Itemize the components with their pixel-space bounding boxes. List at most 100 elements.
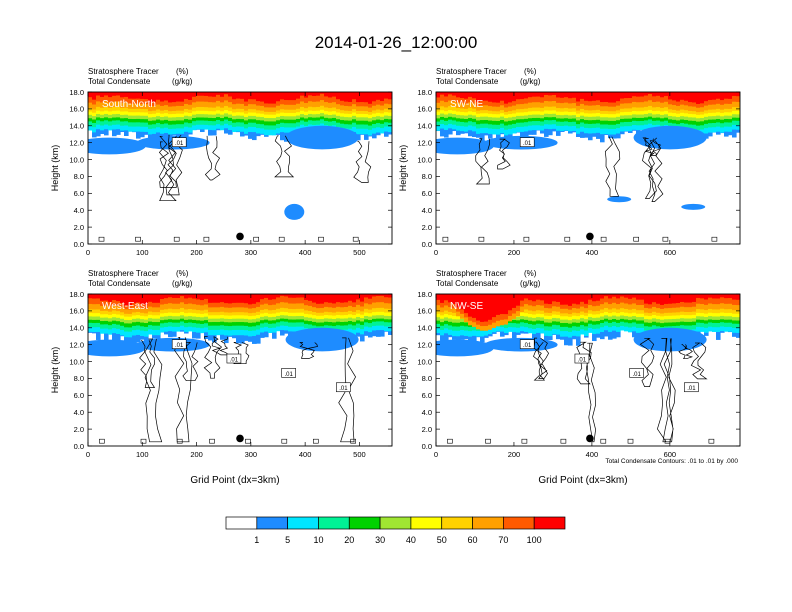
y-axis-label: Height (km) <box>398 145 408 192</box>
variable-label: Stratosphere Tracer <box>88 67 159 76</box>
tracer-column <box>296 294 301 304</box>
tracer-column <box>252 92 257 100</box>
tracer-column <box>716 294 721 299</box>
tracer-column <box>360 294 365 302</box>
tracer-column <box>200 92 205 96</box>
tracer-column <box>512 92 517 102</box>
x-axis-label: Grid Point (dx=3km) <box>190 475 279 486</box>
tracer-column <box>280 294 285 296</box>
tracer-column <box>456 294 461 308</box>
tracer-column <box>168 294 173 304</box>
tracer-column <box>632 294 637 298</box>
colorbar-swatch <box>287 516 319 530</box>
tracer-column <box>532 92 537 97</box>
tracer-column <box>516 294 521 306</box>
tracer-column <box>272 294 277 305</box>
tracer-column <box>304 92 309 98</box>
tracer-column <box>576 92 581 102</box>
tracer-column <box>124 92 129 97</box>
tracer-column <box>592 92 597 101</box>
tracer-column <box>556 294 561 302</box>
variable-units: (g/kg) <box>172 77 193 86</box>
tracer-column <box>488 294 493 320</box>
tracer-column <box>468 294 473 317</box>
center-point-marker <box>236 434 244 443</box>
y-tick-label: 6.0 <box>422 391 432 400</box>
tracer-column <box>248 92 253 100</box>
tracer-column <box>308 92 313 102</box>
center-point-marker <box>236 232 244 241</box>
tracer-column <box>260 294 265 300</box>
colorbar-swatch <box>441 516 473 530</box>
tracer-column <box>664 92 669 97</box>
tracer-column <box>188 294 193 304</box>
tracer-column <box>680 92 685 100</box>
tracer-column <box>472 92 477 99</box>
tracer-column <box>640 294 645 300</box>
tracer-column <box>520 294 525 301</box>
tracer-column <box>140 294 145 304</box>
tracer-column <box>656 92 661 102</box>
tracer-column <box>636 92 641 103</box>
tracer-column <box>696 294 701 304</box>
tracer-column <box>312 92 317 96</box>
tracer-column <box>332 92 337 103</box>
tracer-column <box>136 294 141 303</box>
tracer-column <box>272 92 277 104</box>
tracer-column <box>660 92 665 103</box>
y-tick-label: 10.0 <box>69 155 84 164</box>
cloud-patch <box>436 137 494 155</box>
tracer-column <box>236 92 241 99</box>
tracer-column <box>96 294 101 305</box>
tracer-column <box>232 294 237 303</box>
tracer-column <box>292 294 297 304</box>
contour-label-box <box>281 368 296 378</box>
tracer-column <box>88 294 93 304</box>
tracer-column <box>224 294 229 304</box>
colorbar-swatch <box>318 516 350 530</box>
tracer-column <box>652 294 657 303</box>
tracer-column <box>544 92 549 101</box>
tracer-column <box>692 294 697 302</box>
y-tick-label: 2.0 <box>422 223 432 232</box>
y-axis-label: Height (km) <box>50 145 60 192</box>
tracer-column <box>204 294 209 299</box>
condensate-contour <box>312 438 319 444</box>
tracer-column <box>720 92 725 101</box>
tracer-column <box>384 294 389 298</box>
tracer-column <box>492 92 497 103</box>
tracer-column <box>684 92 689 101</box>
tracer-column <box>300 92 305 96</box>
colorbar-label: 50 <box>437 535 447 545</box>
plot-frame <box>87 91 393 245</box>
tracer-column <box>308 294 313 301</box>
tracer-column <box>440 92 445 95</box>
tracer-column <box>268 92 273 104</box>
colorbar-swatch <box>503 516 535 530</box>
tracer-column <box>208 92 213 103</box>
tracer-column <box>232 92 237 100</box>
tracer-column <box>152 294 157 303</box>
tracer-column <box>180 92 185 102</box>
tracer-column <box>660 92 665 98</box>
tracer-column <box>444 92 449 97</box>
tracer-column <box>276 92 281 102</box>
tracer-column <box>440 294 445 303</box>
tracer-column <box>644 294 649 304</box>
tracer-column <box>548 92 553 96</box>
x-tick-label: 400 <box>586 450 599 459</box>
tracer-column <box>532 92 537 103</box>
tracer-column <box>256 294 261 303</box>
tracer-column <box>708 294 713 304</box>
tracer-column <box>668 92 673 100</box>
tracer-column <box>272 294 277 300</box>
contour-label-box <box>574 353 590 364</box>
tracer-column <box>524 294 529 299</box>
colorbar-label: 1 <box>254 535 259 545</box>
tracer-column <box>552 92 557 102</box>
condensate-contour <box>627 438 634 444</box>
tracer-column <box>360 92 365 103</box>
plot-frame <box>435 293 741 447</box>
tracer-column <box>324 92 329 97</box>
tracer-column <box>524 294 529 305</box>
